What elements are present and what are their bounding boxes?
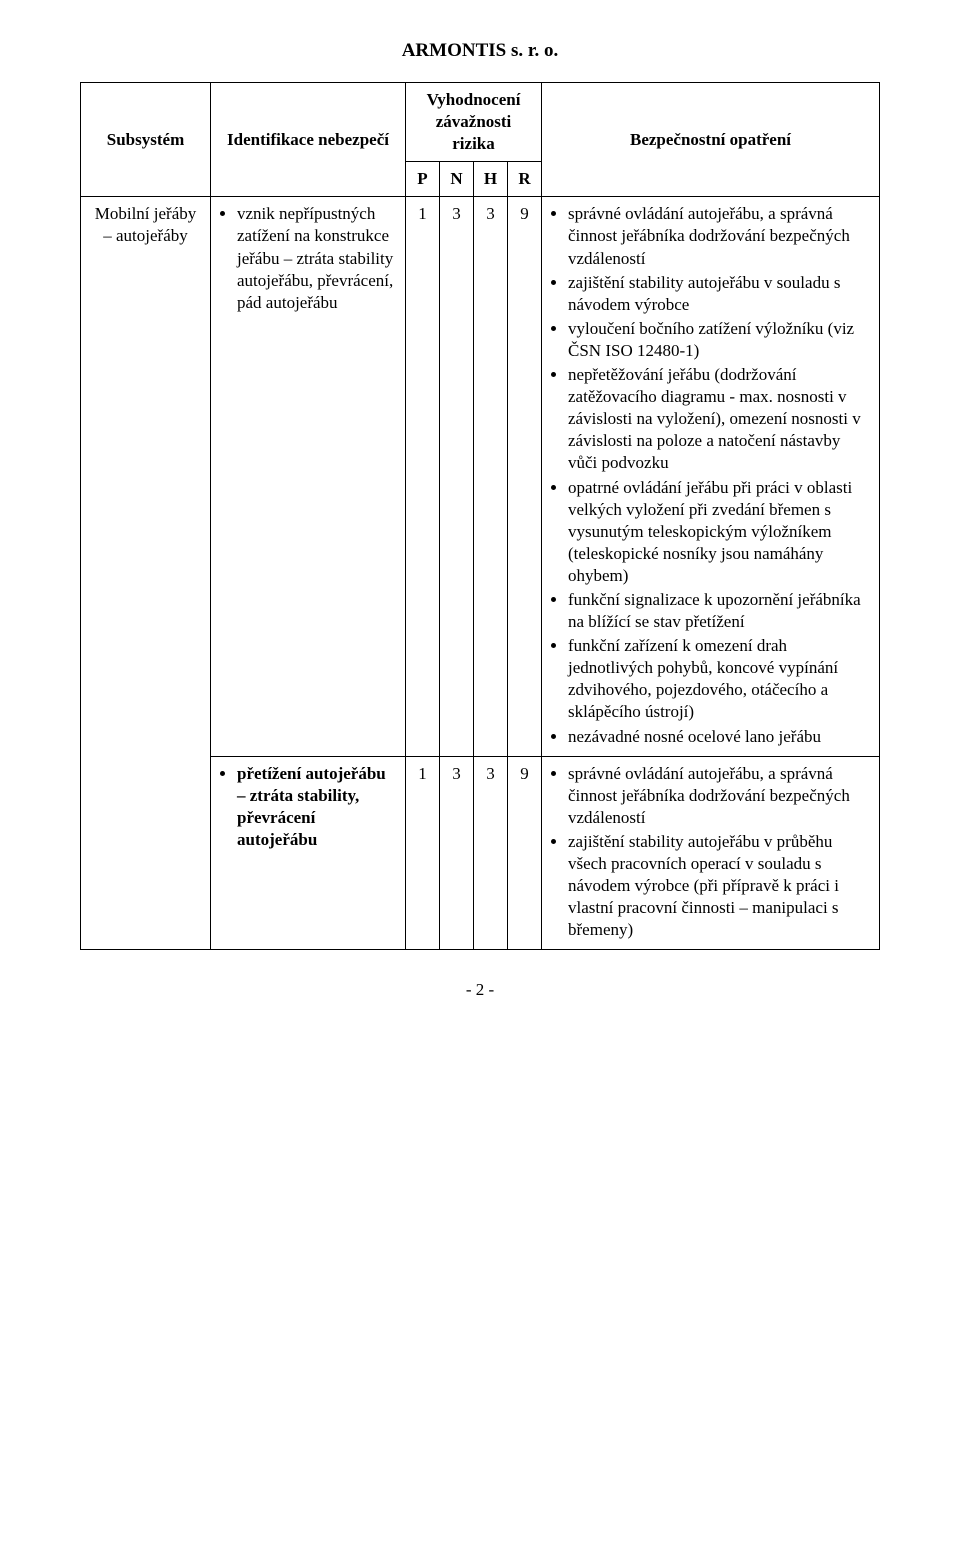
val-r: 9 bbox=[508, 197, 542, 756]
hazard-cell: přetížení autojeřábu – ztráta stability,… bbox=[211, 756, 406, 950]
val-p: 1 bbox=[406, 756, 440, 950]
col-eval-group: Vyhodnocení závažnosti rizika bbox=[406, 83, 542, 162]
measure-item: nezávadné nosné ocelové lano jeřábu bbox=[568, 726, 871, 748]
risk-table: Subsystém Identifikace nebezpečí Vyhodno… bbox=[80, 82, 880, 950]
page: ARMONTIS s. r. o. Subsystém Identifikace… bbox=[0, 0, 960, 1040]
measure-item: nepřetěžování jeřábu (dodržování zatěžov… bbox=[568, 364, 871, 474]
measure-item: zajištění stability autojeřábu v souladu… bbox=[568, 272, 871, 316]
val-n: 3 bbox=[440, 756, 474, 950]
measure-cell: správné ovládání autojeřábu, a správná č… bbox=[542, 756, 880, 950]
col-p: P bbox=[406, 162, 440, 197]
val-h: 3 bbox=[474, 197, 508, 756]
measure-item: funkční zařízení k omezení drah jednotli… bbox=[568, 635, 871, 723]
col-n: N bbox=[440, 162, 474, 197]
hazard-cell: vznik nepřípustných zatížení na konstruk… bbox=[211, 197, 406, 756]
measure-item: zajištění stability autojeřábu v průběhu… bbox=[568, 831, 871, 941]
val-p: 1 bbox=[406, 197, 440, 756]
subsystem-cell: Mobilní jeřáby – autojeřáby bbox=[81, 197, 211, 950]
val-h: 3 bbox=[474, 756, 508, 950]
val-r: 9 bbox=[508, 756, 542, 950]
page-title: ARMONTIS s. r. o. bbox=[80, 40, 880, 62]
col-measure: Bezpečnostní opatření bbox=[542, 83, 880, 197]
hazard-item: vznik nepřípustných zatížení na konstruk… bbox=[237, 203, 397, 313]
measure-item: funkční signalizace k upozornění jeřábní… bbox=[568, 589, 871, 633]
measure-item: opatrné ovládání jeřábu při práci v obla… bbox=[568, 477, 871, 587]
measure-item: správné ovládání autojeřábu, a správná č… bbox=[568, 203, 871, 269]
col-r: R bbox=[508, 162, 542, 197]
hazard-item: přetížení autojeřábu – ztráta stability,… bbox=[237, 763, 397, 851]
page-number: - 2 - bbox=[80, 980, 880, 1000]
measure-item: vyloučení bočního zatížení výložníku (vi… bbox=[568, 318, 871, 362]
col-subsystem: Subsystém bbox=[81, 83, 211, 197]
table-header-row: Subsystém Identifikace nebezpečí Vyhodno… bbox=[81, 83, 880, 162]
table-row: Mobilní jeřáby – autojeřáby vznik nepříp… bbox=[81, 197, 880, 756]
val-n: 3 bbox=[440, 197, 474, 756]
measure-item: správné ovládání autojeřábu, a správná č… bbox=[568, 763, 871, 829]
col-h: H bbox=[474, 162, 508, 197]
measure-cell: správné ovládání autojeřábu, a správná č… bbox=[542, 197, 880, 756]
col-identification: Identifikace nebezpečí bbox=[211, 83, 406, 197]
